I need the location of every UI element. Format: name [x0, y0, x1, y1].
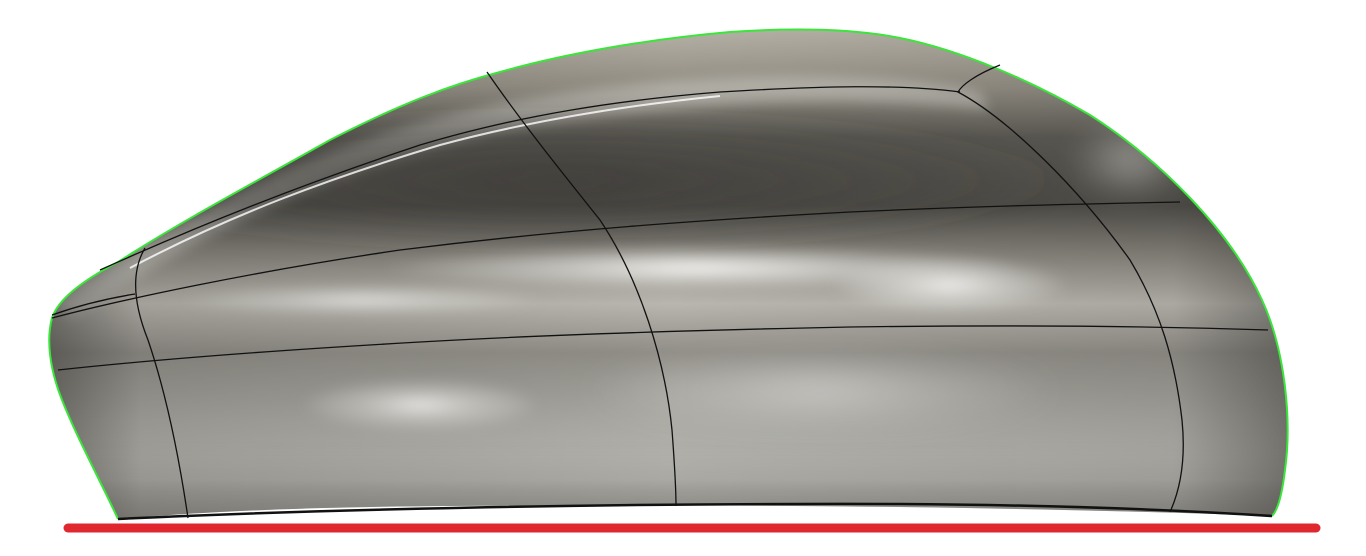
isoparm-v-1 [134, 247, 189, 519]
isoparm-v-3 [957, 64, 1184, 513]
isoparm-u-3 [57, 325, 1269, 371]
isoparm-v-2 [486, 71, 677, 507]
isoparm-u-rim [99, 86, 961, 271]
isoparm-u-2 [51, 201, 1181, 319]
base-edge [117, 502, 1273, 521]
surface-body[interactable] [40, 20, 1340, 530]
isoparm-lines [51, 64, 1273, 521]
isoparm-u-left [51, 293, 136, 316]
rim-highlight [129, 95, 721, 269]
